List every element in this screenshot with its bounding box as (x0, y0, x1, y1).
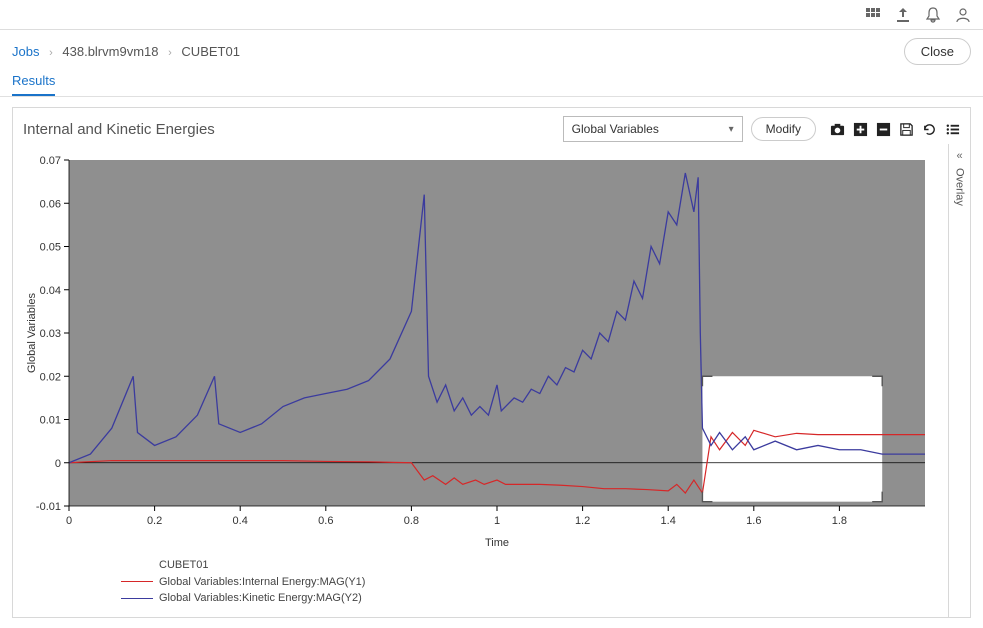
plus-box-icon[interactable] (853, 122, 868, 137)
svg-text:Time: Time (485, 537, 509, 549)
svg-text:1: 1 (494, 515, 500, 527)
legend-swatch-0 (121, 581, 153, 582)
reset-icon[interactable] (922, 122, 937, 137)
bell-icon[interactable] (925, 7, 941, 23)
panel-title: Internal and Kinetic Energies (23, 121, 555, 138)
tabs: Results (0, 69, 983, 97)
svg-text:0.07: 0.07 (40, 155, 61, 167)
panel-header: Internal and Kinetic Energies Global Var… (13, 108, 970, 150)
svg-text:1.8: 1.8 (832, 515, 847, 527)
user-icon[interactable] (955, 7, 971, 23)
chevron-down-icon: ▾ (729, 124, 734, 135)
minus-box-icon[interactable] (876, 122, 891, 137)
chart-toolbar (830, 122, 960, 137)
topbar (0, 0, 983, 30)
camera-icon[interactable] (830, 122, 845, 137)
svg-text:0.6: 0.6 (318, 515, 333, 527)
tab-results[interactable]: Results (12, 69, 55, 96)
svg-text:0.04: 0.04 (40, 285, 61, 297)
legend-title: CUBET01 (159, 557, 209, 574)
legend-label-1: Global Variables:Kinetic Energy:MAG(Y2) (159, 590, 362, 607)
svg-text:1.6: 1.6 (746, 515, 761, 527)
upload-icon[interactable] (895, 7, 911, 23)
svg-text:0.02: 0.02 (40, 371, 61, 383)
breadcrumb-item-1[interactable]: 438.blrvm9vm18 (62, 44, 158, 59)
legend-label-0: Global Variables:Internal Energy:MAG(Y1) (159, 574, 365, 591)
chevron-left-icon: « (956, 150, 962, 162)
list-icon[interactable] (945, 122, 960, 137)
breadcrumb-jobs[interactable]: Jobs (12, 44, 39, 59)
line-chart[interactable]: 0 0.2 0.4 0.6 0.8 1 1.2 1.4 1.6 1.8 -0.01 0 0.01 0.02… (21, 154, 931, 554)
svg-text:0: 0 (55, 458, 61, 470)
breadcrumb: Jobs › 438.blrvm9vm18 › CUBET01 (12, 44, 240, 59)
svg-text:0.2: 0.2 (147, 515, 162, 527)
legend: CUBET01 Global Variables:Internal Energy… (21, 557, 940, 607)
svg-text:0.01: 0.01 (40, 415, 61, 427)
svg-text:1.4: 1.4 (661, 515, 676, 527)
variable-select[interactable]: Global Variables ▾ (563, 116, 743, 142)
svg-text:0.4: 0.4 (233, 515, 248, 527)
svg-text:0.8: 0.8 (404, 515, 419, 527)
svg-text:0.05: 0.05 (40, 242, 61, 254)
chart-area: 0 0.2 0.4 0.6 0.8 1 1.2 1.4 1.6 1.8 -0.01 0 0.01 0.02… (13, 150, 970, 617)
overlay-label: Overlay (954, 168, 966, 206)
legend-swatch-1 (121, 598, 153, 599)
svg-text:1.2: 1.2 (575, 515, 590, 527)
svg-text:Global Variables: Global Variables (26, 293, 38, 373)
header-row: Jobs › 438.blrvm9vm18 › CUBET01 Close (0, 30, 983, 69)
svg-text:-0.01: -0.01 (36, 501, 61, 513)
breadcrumb-item-2[interactable]: CUBET01 (181, 44, 240, 59)
chart-panel: Internal and Kinetic Energies Global Var… (12, 107, 971, 618)
overlay-sidebar[interactable]: « Overlay (948, 144, 970, 617)
variable-select-value: Global Variables (572, 122, 659, 136)
svg-text:0: 0 (66, 515, 72, 527)
modify-button[interactable]: Modify (751, 117, 816, 141)
apps-icon[interactable] (865, 7, 881, 23)
svg-text:0.06: 0.06 (40, 198, 61, 210)
svg-text:0.03: 0.03 (40, 328, 61, 340)
save-icon[interactable] (899, 122, 914, 137)
close-button[interactable]: Close (904, 38, 971, 65)
